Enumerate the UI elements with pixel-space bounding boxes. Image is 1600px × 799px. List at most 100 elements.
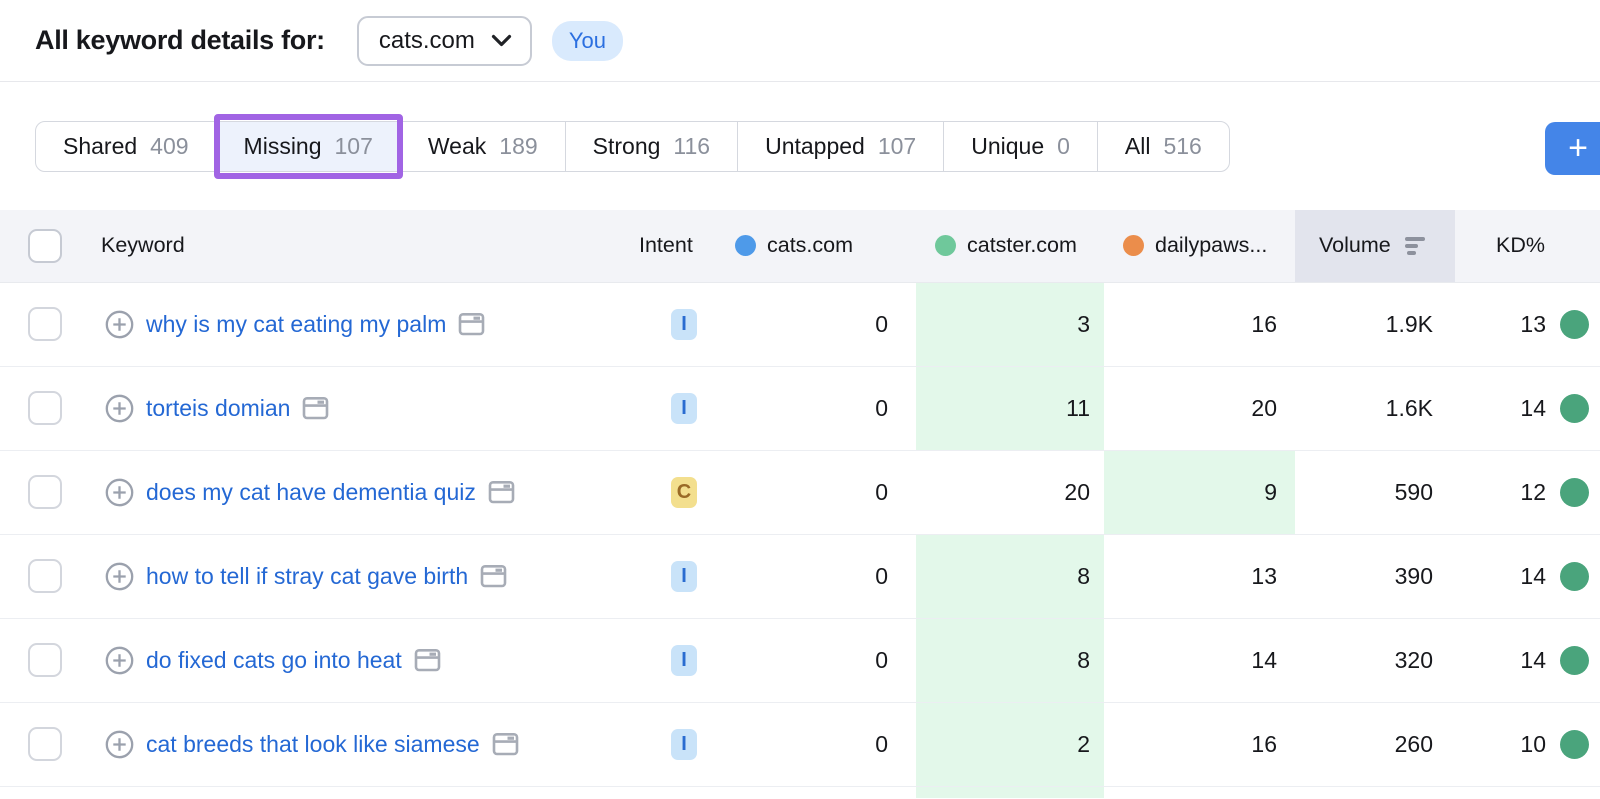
column-header-keyword: Keyword [95, 210, 630, 283]
volume-value: 320 [1295, 618, 1455, 703]
table-row: why is my cat eating my palm I 0 3 16 1.… [0, 282, 1600, 367]
kd-difficulty-dot-icon [1560, 309, 1589, 339]
catster-com-dot-icon [935, 235, 956, 257]
tab-label: Unique [971, 133, 1045, 159]
intent-badge: C [671, 476, 697, 508]
you-badge: You [551, 20, 624, 61]
kd-difficulty-dot-icon [1560, 393, 1589, 423]
row-checkbox[interactable] [28, 727, 62, 761]
row-checkbox[interactable] [28, 475, 62, 509]
catster-com-value: 11 [916, 366, 1104, 451]
cats-com-dot-icon [735, 235, 756, 257]
column-header-catster-com: catster.com [916, 210, 1104, 283]
cats-com-value: 0 [716, 702, 916, 787]
intent-badge: I [671, 560, 697, 592]
tab-count: 0 [1057, 133, 1070, 159]
add-circle-icon[interactable] [105, 730, 134, 759]
tab-untapped[interactable]: Untapped 107 [738, 122, 945, 171]
cats-com-value: 0 [716, 366, 916, 451]
table-header-row: Keyword Intent cats.com catster.com dail… [0, 210, 1600, 283]
tab-unique[interactable]: Unique 0 [944, 122, 1098, 171]
tab-missing[interactable]: Missing 107 [213, 114, 404, 179]
tab-label: Shared [63, 133, 138, 159]
intent-badge: I [671, 392, 697, 424]
tab-weak[interactable]: Weak 189 [401, 122, 566, 171]
volume-value: 390 [1295, 534, 1455, 619]
tab-group: Shared 409 Missing 107 Weak 189 Strong 1… [35, 114, 1230, 179]
table-row: torteis domian I 0 11 20 1.6K 14 [0, 366, 1600, 451]
catster-com-value: 8 [916, 618, 1104, 703]
domain-selector[interactable]: cats.com [356, 15, 532, 66]
table-row: how to tell if stray cat gave birth I 0 … [0, 534, 1600, 619]
table-row-partial [0, 786, 1600, 798]
domain-selector-value: cats.com [378, 26, 475, 54]
keyword-link[interactable]: why is my cat eating my palm [146, 310, 447, 337]
select-all-checkbox[interactable] [28, 228, 62, 263]
tab-count: 116 [673, 133, 711, 159]
chevron-down-icon [491, 34, 512, 48]
column-header-volume[interactable]: Volume [1295, 210, 1455, 283]
dailypaws-value: 20 [1104, 366, 1295, 451]
table-row: does my cat have dementia quiz C 0 20 9 … [0, 450, 1600, 535]
catster-com-value: 3 [916, 282, 1104, 367]
tab-count: 189 [499, 133, 538, 159]
kd-difficulty-dot-icon [1560, 645, 1589, 675]
serp-features-icon[interactable] [488, 479, 515, 505]
tab-shared[interactable]: Shared 409 [36, 122, 217, 171]
tab-strong[interactable]: Strong 116 [566, 122, 739, 171]
add-circle-icon[interactable] [105, 646, 134, 675]
tab-label: Strong [592, 133, 661, 159]
keyword-link[interactable]: cat breeds that look like siamese [146, 730, 480, 757]
keywords-table: Keyword Intent cats.com catster.com dail… [0, 210, 1600, 798]
row-checkbox[interactable] [28, 391, 62, 425]
serp-features-icon[interactable] [414, 647, 441, 673]
add-circle-icon[interactable] [105, 562, 134, 591]
kd-value: 13 [1520, 310, 1546, 337]
kd-value: 12 [1520, 478, 1546, 505]
add-circle-icon[interactable] [105, 478, 134, 507]
dailypaws-dot-icon [1123, 235, 1144, 257]
tab-count: 409 [150, 133, 189, 159]
kd-value: 14 [1520, 394, 1546, 421]
row-checkbox[interactable] [28, 559, 62, 593]
cats-com-value: 0 [716, 534, 916, 619]
volume-value: 1.9K [1295, 282, 1455, 367]
column-header-kd: KD% [1455, 210, 1600, 283]
keyword-link[interactable]: do fixed cats go into heat [146, 646, 402, 673]
keyword-link[interactable]: torteis domian [146, 394, 291, 421]
kd-difficulty-dot-icon [1560, 477, 1589, 507]
intent-badge: I [671, 308, 697, 340]
add-keywords-button[interactable]: + [1545, 122, 1600, 175]
keyword-gap-tabs: Shared 409 Missing 107 Weak 189 Strong 1… [35, 114, 1600, 179]
tab-label: Untapped [765, 133, 865, 159]
catster-com-value: 20 [916, 450, 1104, 535]
tab-label: Missing [243, 133, 322, 159]
add-circle-icon[interactable] [105, 394, 134, 423]
tab-all[interactable]: All 516 [1098, 122, 1229, 171]
cats-com-value: 0 [716, 450, 916, 535]
row-checkbox[interactable] [28, 643, 62, 677]
tab-count: 107 [877, 133, 917, 159]
tab-label: All [1124, 133, 1151, 159]
dailypaws-value: 13 [1104, 534, 1295, 619]
page-title: All keyword details for: [35, 25, 325, 55]
column-header-cats-com: cats.com [716, 210, 916, 283]
row-checkbox[interactable] [28, 307, 62, 341]
serp-features-icon[interactable] [458, 311, 485, 337]
cats-com-value: 0 [716, 618, 916, 703]
dailypaws-value: 16 [1104, 282, 1295, 367]
serp-features-icon[interactable] [480, 563, 507, 589]
kd-difficulty-dot-icon [1560, 561, 1589, 591]
column-header-intent: Intent [630, 210, 716, 283]
keyword-link[interactable]: does my cat have dementia quiz [146, 478, 476, 505]
column-header-dailypaws: dailypaws... [1104, 210, 1295, 283]
keyword-link[interactable]: how to tell if stray cat gave birth [146, 562, 469, 589]
tab-count: 107 [334, 133, 373, 159]
tab-count: 516 [1163, 133, 1202, 159]
dailypaws-value: 9 [1104, 450, 1295, 535]
volume-value: 590 [1295, 450, 1455, 535]
serp-features-icon[interactable] [492, 731, 519, 757]
serp-features-icon[interactable] [302, 395, 329, 421]
add-circle-icon[interactable] [105, 310, 134, 339]
volume-value: 1.6K [1295, 366, 1455, 451]
